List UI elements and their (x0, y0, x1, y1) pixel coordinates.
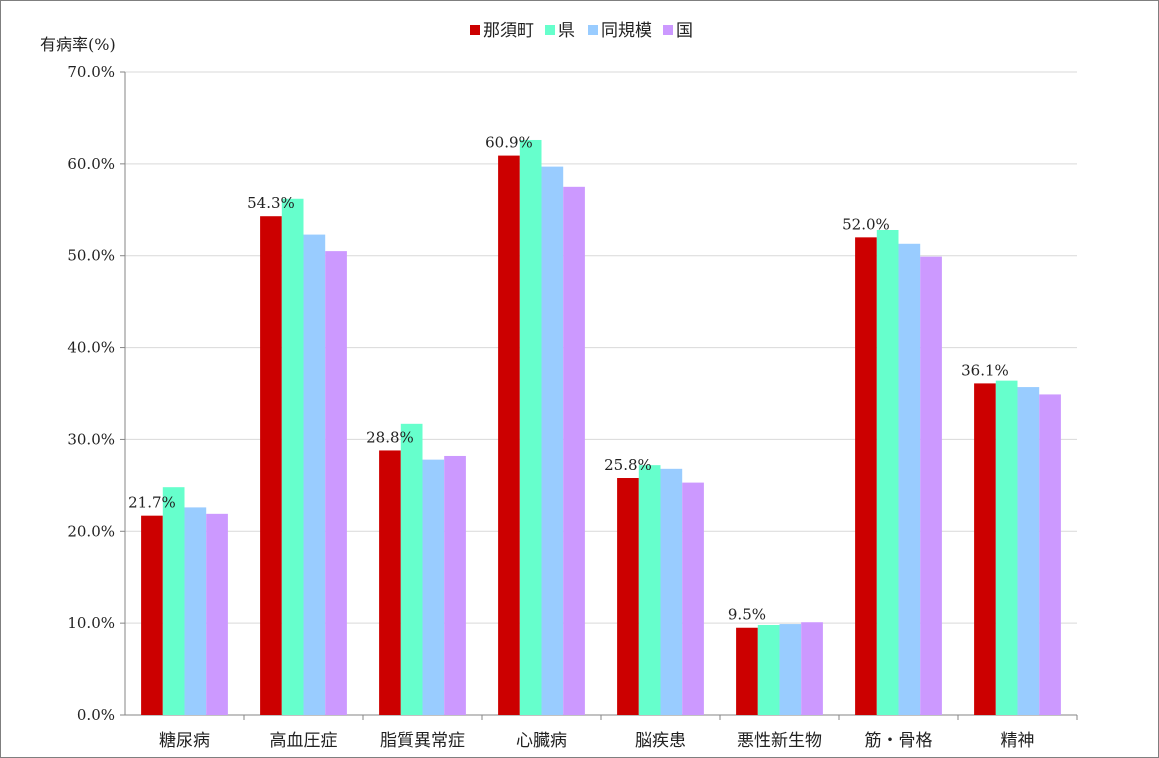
legend-label: 那須町 (483, 21, 534, 41)
axes: 0.0% 10.0% 20.0% 30.0% 40.0% 50.0% 60.0% 70.0% 糖… (67, 63, 1078, 751)
legend-swatch (588, 25, 598, 35)
bar (400, 423, 423, 715)
y-tick-label: 30.0% (67, 430, 115, 448)
bar (281, 198, 304, 715)
bar (141, 515, 163, 715)
y-tick-label: 70.0% (67, 63, 115, 81)
bar (638, 465, 661, 715)
y-tick-label: 10.0% (67, 614, 115, 632)
bar (920, 256, 942, 715)
bar (541, 166, 564, 715)
data-label: 21.7% (128, 494, 176, 512)
y-axis-label: 有病率(%) (40, 35, 116, 54)
legend-swatch (663, 25, 673, 35)
data-label: 28.8% (366, 428, 414, 446)
bar (563, 186, 585, 716)
bar (519, 139, 542, 715)
bar (206, 513, 228, 715)
x-tick-label: 脂質異常症 (380, 731, 465, 751)
bar (660, 468, 683, 715)
data-label: 52.0% (842, 215, 890, 233)
bar (1039, 394, 1061, 715)
bar (498, 155, 520, 716)
bar (325, 251, 347, 715)
legend-swatch (470, 25, 480, 35)
y-tick-label: 60.0% (67, 155, 115, 173)
bar (779, 624, 802, 715)
legend-label: 県 (558, 21, 575, 41)
data-label: 60.9% (485, 134, 533, 152)
bar (617, 478, 639, 715)
data-label: 54.3% (247, 194, 295, 212)
bar (1017, 387, 1040, 715)
legend-swatch (545, 25, 555, 35)
y-tick-label: 20.0% (67, 522, 115, 540)
bar (995, 380, 1018, 715)
data-label: 36.1% (961, 361, 1009, 379)
data-label: 25.8% (604, 456, 652, 474)
bar (682, 482, 704, 715)
x-tick-label: 精神 (1001, 731, 1035, 751)
bar (801, 622, 823, 715)
bar (444, 455, 466, 715)
y-tick-label: 40.0% (67, 339, 115, 357)
data-labels: 21.7% 54.3% 28.8% 60.9% 25.8% 9.5% 52.0% 36.1% (128, 134, 1009, 624)
x-tick-label: 悪性新生物 (737, 731, 822, 751)
x-tick-label: 心臓病 (516, 731, 567, 751)
y-tick-label: 0.0% (77, 706, 115, 724)
legend: 那須町 県 同規模 国 (470, 21, 693, 41)
legend-label: 同規模 (601, 21, 652, 41)
bar (974, 383, 996, 715)
y-tick-label: 50.0% (67, 247, 115, 265)
x-tick-label: 糖尿病 (159, 731, 210, 751)
data-label: 9.5% (728, 606, 766, 624)
x-tick-label: 筋・骨格 (865, 731, 933, 751)
bar (736, 627, 758, 715)
bar (757, 624, 780, 715)
x-tick-label: 脳疾患 (635, 731, 686, 751)
bar (184, 507, 207, 715)
bar (876, 229, 899, 715)
bar (303, 234, 326, 715)
bar (260, 216, 282, 716)
bar (422, 459, 445, 715)
bar (855, 237, 877, 716)
bar (162, 487, 185, 715)
legend-label: 国 (676, 21, 693, 41)
x-tick-label: 高血圧症 (270, 731, 338, 751)
bar (379, 450, 401, 715)
bar (898, 243, 921, 715)
bars (141, 139, 1061, 716)
